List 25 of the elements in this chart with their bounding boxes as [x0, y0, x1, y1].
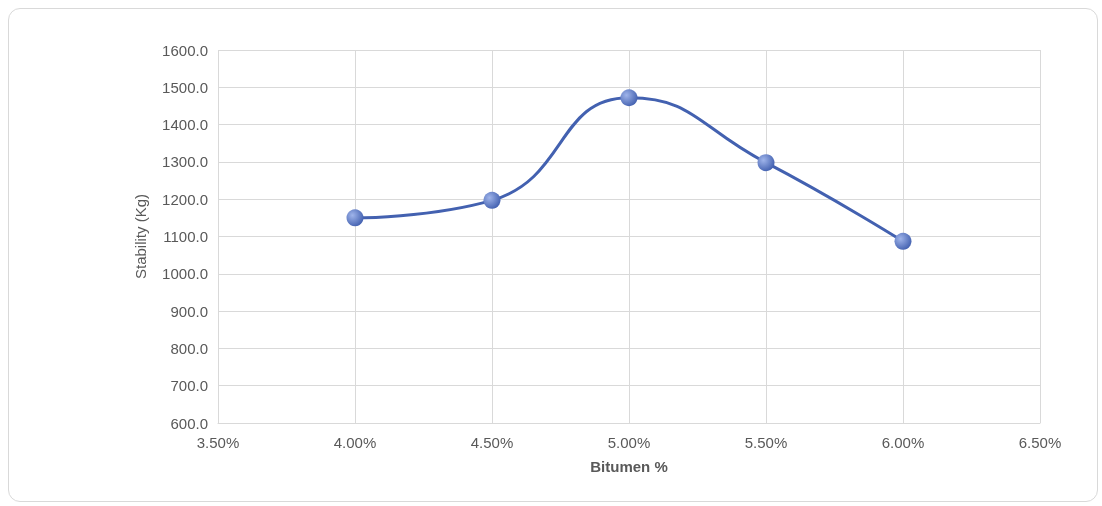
- y-tick-label: 1000.0: [162, 265, 208, 283]
- point: [894, 232, 912, 250]
- y-tick-label: 1600.0: [162, 41, 208, 59]
- x-tick-label: 6.50%: [1018, 434, 1062, 451]
- x-tick-label: 6.00%: [881, 434, 925, 451]
- y-tick-label: 1400.0: [162, 116, 208, 134]
- y-tick-label: 1500.0: [162, 78, 208, 96]
- point: [620, 89, 638, 107]
- y-tick-label: 800.0: [170, 339, 208, 357]
- point: [346, 209, 364, 227]
- y-axis-title: Stability (Kg): [132, 193, 149, 280]
- x-tick-label: 5.50%: [744, 434, 788, 451]
- x-tick-label: 3.50%: [196, 434, 240, 451]
- point: [483, 191, 501, 209]
- x-tick-label: 4.50%: [470, 434, 514, 451]
- y-tick-label: 1300.0: [162, 153, 208, 171]
- y-tick-label: 900.0: [170, 302, 208, 320]
- x-axis-title: Bitumen %: [590, 458, 668, 475]
- y-tick-label: 700.0: [170, 377, 208, 395]
- y-tick-label: 1100.0: [163, 228, 208, 245]
- y-tick-label: 1200.0: [162, 190, 208, 208]
- x-tick-label: 4.00%: [333, 434, 377, 451]
- y-tick-label: 600.0: [170, 414, 208, 432]
- point: [757, 154, 775, 172]
- x-tick-label: 5.00%: [607, 434, 651, 451]
